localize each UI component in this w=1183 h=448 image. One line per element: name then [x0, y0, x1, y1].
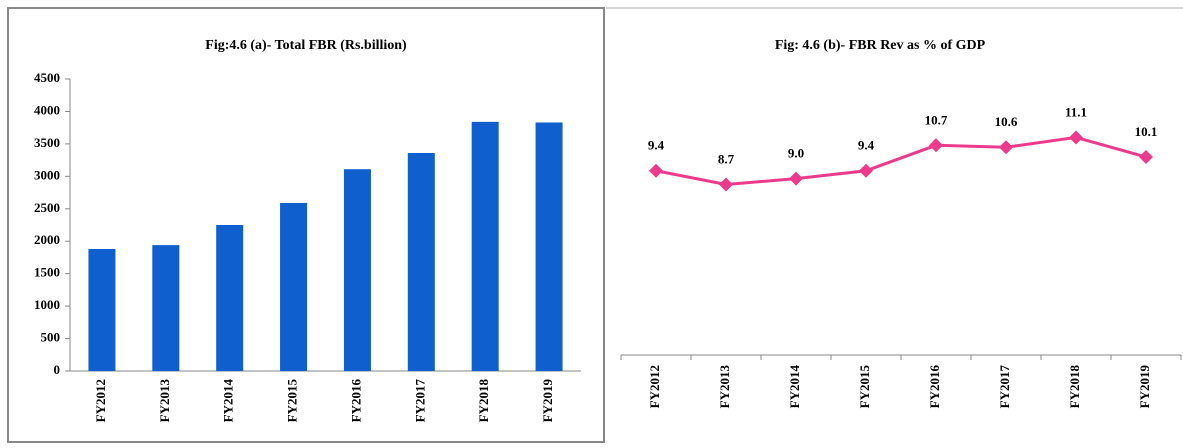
x-tick-label: FY2015 — [857, 365, 872, 409]
x-tick-label: FY2017 — [412, 379, 427, 423]
x-tick-label: FY2012 — [93, 379, 108, 422]
x-tick-label: FY2016 — [927, 365, 942, 409]
left-panel-border — [7, 7, 605, 443]
x-tick-label: FY2014 — [787, 365, 802, 409]
bar — [152, 245, 180, 371]
value-label: 9.0 — [788, 146, 804, 161]
bar — [471, 121, 499, 372]
bar — [216, 225, 244, 371]
value-label: 9.4 — [858, 138, 875, 153]
line — [655, 135, 1147, 186]
value-label: 9.4 — [648, 138, 665, 153]
marker — [719, 177, 733, 192]
x-tick-label: FY2014 — [221, 379, 236, 423]
y-tick-label: 2000 — [34, 232, 60, 247]
x-tick-label: FY2018 — [1067, 365, 1082, 409]
x-tick-label: FY2019 — [540, 379, 555, 423]
y-tick-label: 3000 — [34, 167, 60, 182]
bar — [88, 249, 116, 371]
x-tick-label: FY2019 — [1137, 365, 1152, 409]
x-tick-label: FY2012 — [647, 365, 662, 408]
bar — [343, 169, 371, 371]
marker — [859, 163, 873, 178]
y-tick-label: 3500 — [34, 135, 60, 150]
value-label: 8.7 — [718, 151, 735, 166]
x-tick-label: FY2018 — [476, 379, 491, 423]
x-tick-label: FY2013 — [717, 365, 732, 409]
marker — [789, 171, 803, 186]
bar — [535, 122, 563, 371]
x-tick-label: FY2015 — [285, 379, 300, 423]
marker — [999, 140, 1013, 155]
y-tick-label: 500 — [41, 330, 61, 345]
y-tick-label: 0 — [54, 362, 61, 377]
value-label: 10.6 — [995, 114, 1018, 129]
bar — [280, 202, 308, 371]
y-tick-label: 4500 — [34, 70, 60, 85]
y-tick-label: 1000 — [34, 297, 60, 312]
x-tick-label: FY2017 — [997, 365, 1012, 409]
value-label: 11.1 — [1065, 104, 1087, 119]
marker — [1069, 130, 1083, 145]
chart-title: Fig: 4.6 (b)- FBR Rev as % of GDP — [775, 38, 986, 53]
value-label: 10.7 — [925, 112, 948, 127]
x-tick-label: FY2013 — [157, 379, 172, 423]
marker — [649, 163, 663, 178]
value-label: 10.1 — [1135, 124, 1158, 139]
marker — [1139, 150, 1153, 165]
x-tick-label: FY2016 — [348, 379, 363, 423]
chart-title: Fig:4.6 (a)- Total FBR (Rs.billion) — [205, 38, 407, 53]
y-tick-label: 1500 — [34, 265, 60, 280]
y-tick-label: 4000 — [34, 102, 60, 117]
bar — [407, 152, 435, 371]
y-tick-label: 2500 — [34, 200, 60, 215]
marker — [929, 138, 943, 153]
